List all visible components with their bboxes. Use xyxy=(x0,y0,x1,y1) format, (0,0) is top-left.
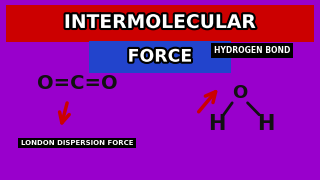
Text: O: O xyxy=(232,84,247,102)
Text: H: H xyxy=(208,114,226,134)
Bar xyxy=(6,4,314,42)
Bar xyxy=(89,41,231,73)
Text: INTERMOLECULAR: INTERMOLECULAR xyxy=(64,13,256,32)
Text: LONDON DISPERSION FORCE: LONDON DISPERSION FORCE xyxy=(21,140,133,146)
Text: HYDROGEN BOND: HYDROGEN BOND xyxy=(214,46,290,55)
Text: H: H xyxy=(257,114,275,134)
Text: FORCE: FORCE xyxy=(128,48,192,66)
Text: O=C=O: O=C=O xyxy=(37,74,117,93)
